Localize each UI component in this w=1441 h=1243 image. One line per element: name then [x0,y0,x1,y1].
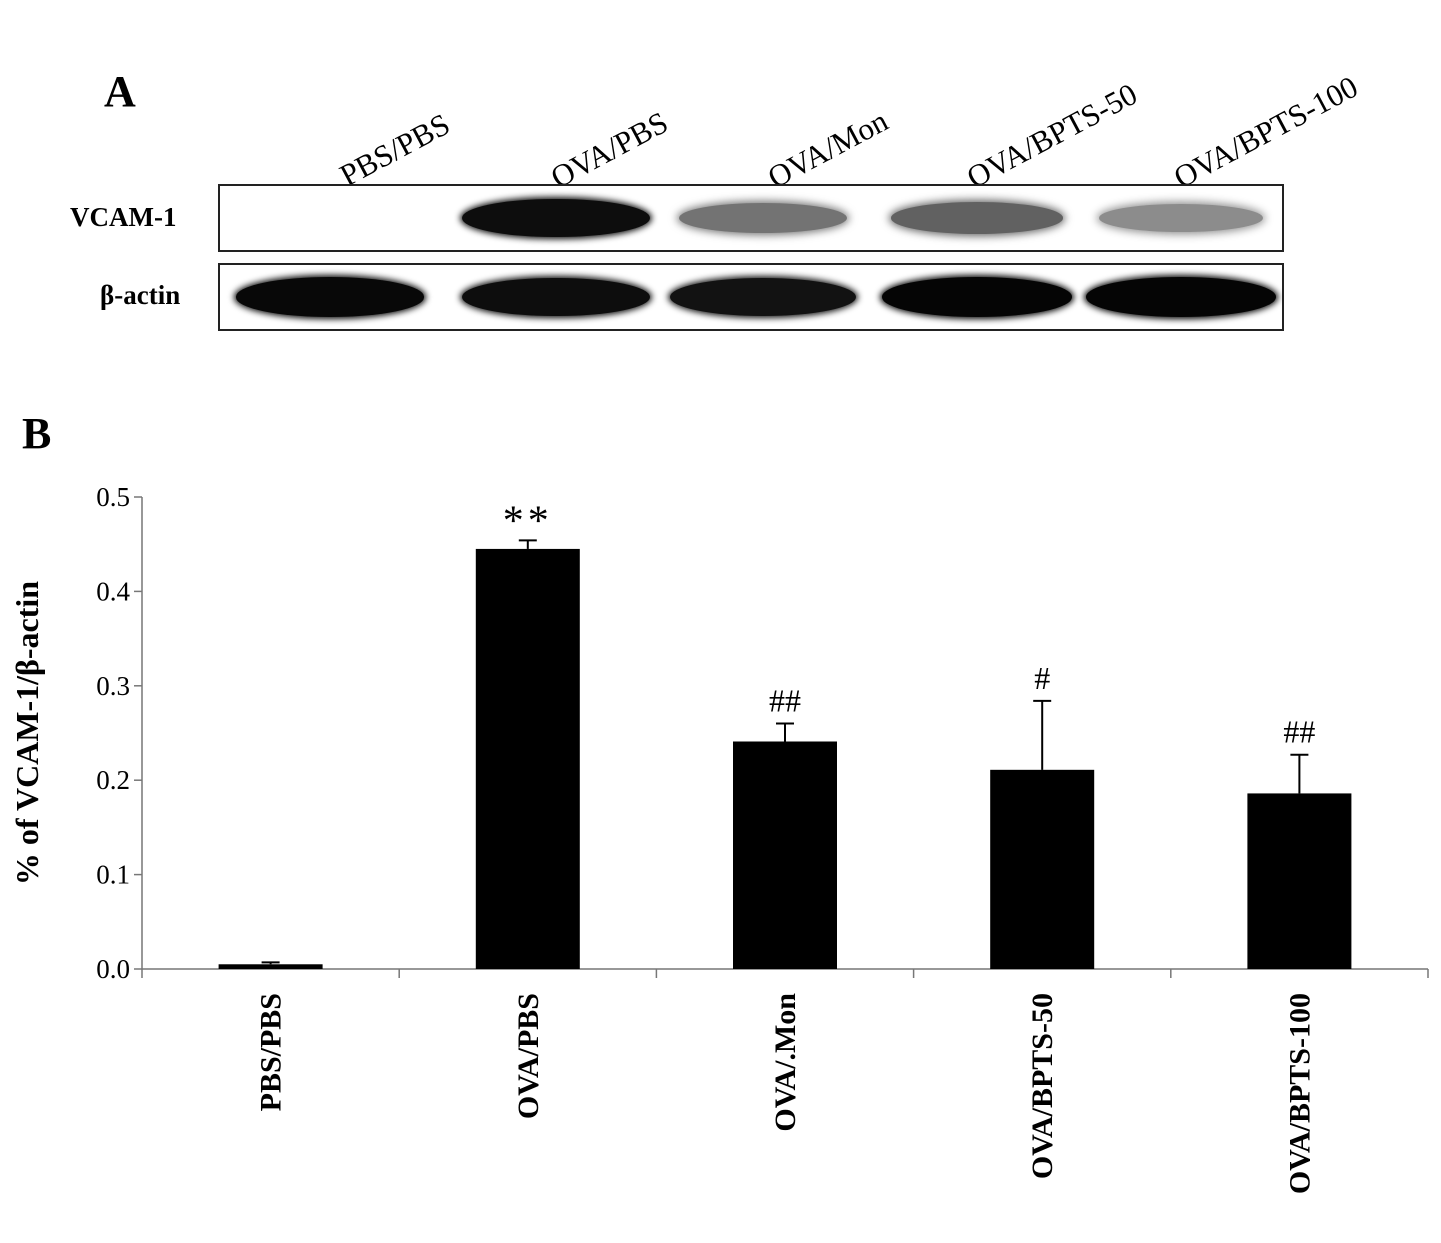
x-category-label: OVA/BPTS-100 [1283,993,1316,1194]
significance-annotation: # [1034,660,1050,696]
y-tick-label: 0.4 [96,576,130,606]
panel-a-letter: A [104,67,136,116]
bar-0 [218,964,323,969]
western-blot-vcam1 [218,184,1284,252]
blot-band [669,277,857,317]
blot-band [462,277,650,317]
bar-2 [733,741,837,969]
y-axis-title: % of VCAM-1/β-actin [9,581,45,885]
x-category-label: OVA/PBS [512,993,545,1119]
y-tick-label: 0.2 [96,765,130,795]
significance-annotation: ** [503,498,553,544]
bar-3 [990,769,1095,969]
significance-annotation: ## [1283,714,1315,750]
blot-label-beta-actin: β-actin [100,280,181,310]
bar-1 [475,548,580,969]
western-blot-beta-actin [218,263,1284,331]
y-tick-label: 0.1 [96,860,130,890]
y-tick-label: 0.0 [96,954,130,984]
blot-label-vcam1: VCAM-1 [70,202,177,232]
blot-band [1099,204,1263,232]
blot-band [882,277,1072,317]
x-category-label: OVA/.Mon [769,993,802,1132]
blot-band [235,277,425,317]
bar-4 [1247,793,1352,969]
blot-band [462,198,650,238]
blot-band [1086,277,1276,317]
y-tick-label: 0.5 [96,482,130,512]
x-category-label: PBS/PBS [255,993,288,1111]
significance-annotation: ## [769,683,801,719]
blot-band [891,202,1063,234]
x-category-label: OVA/BPTS-50 [1026,993,1059,1179]
blot-band [678,202,848,234]
panel-b-letter: B [22,409,52,458]
y-tick-label: 0.3 [96,671,130,701]
